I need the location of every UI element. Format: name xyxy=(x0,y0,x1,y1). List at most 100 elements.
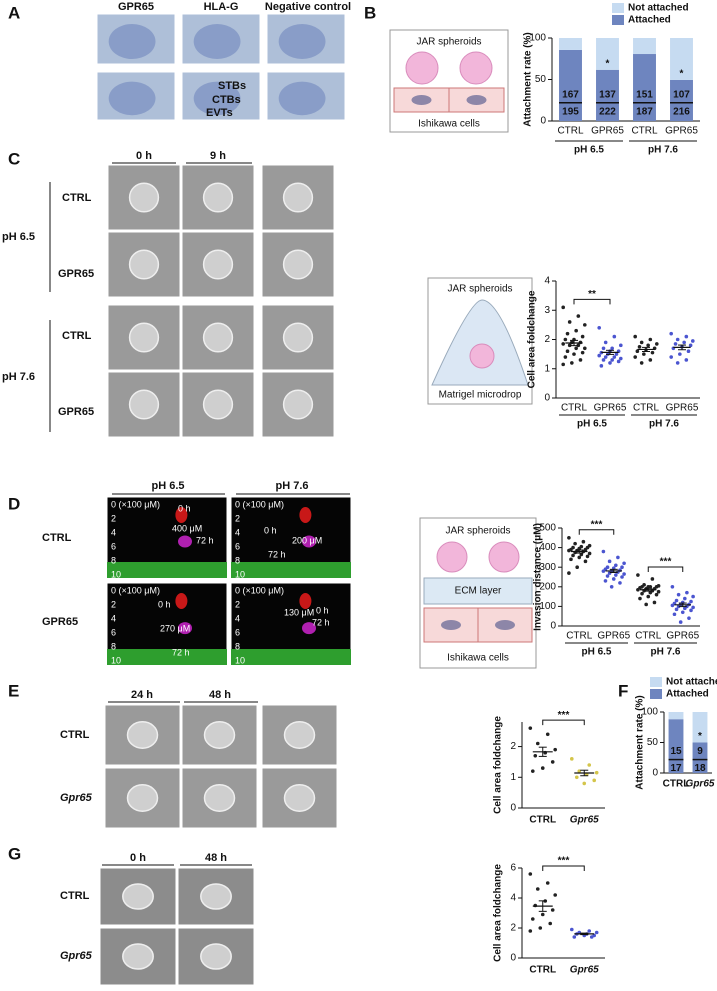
dot xyxy=(535,741,540,746)
y-axis-label: Attachment rate (%) xyxy=(523,32,534,126)
dot xyxy=(561,362,565,367)
significance-bracket xyxy=(573,298,611,305)
label: 8 xyxy=(235,641,240,651)
dot xyxy=(572,935,577,939)
dot xyxy=(533,753,538,758)
dot xyxy=(601,346,606,351)
spheroid xyxy=(202,389,234,420)
dot xyxy=(638,596,642,601)
dot xyxy=(646,343,650,348)
significance-bracket xyxy=(542,865,585,871)
dot xyxy=(648,337,653,342)
spheroid xyxy=(126,721,159,749)
dot xyxy=(622,572,626,576)
dot xyxy=(636,587,640,592)
spheroid xyxy=(202,322,234,353)
label: F xyxy=(618,681,628,700)
label: STBs xyxy=(218,80,246,92)
dot xyxy=(581,539,586,544)
dot xyxy=(572,352,576,356)
tissue xyxy=(278,81,326,116)
dot xyxy=(582,781,587,786)
dot xyxy=(605,574,610,578)
dot xyxy=(567,571,571,575)
significance: *** xyxy=(591,519,603,530)
x-tick-label: Gpr65 xyxy=(570,815,599,826)
count-label: 167 xyxy=(562,89,579,100)
dot xyxy=(538,926,543,930)
dot xyxy=(545,732,550,737)
label: 0 h xyxy=(178,503,191,513)
dot xyxy=(655,342,659,346)
y-tick-label: 1 xyxy=(544,363,550,374)
tissue xyxy=(108,81,156,116)
dot xyxy=(573,541,577,546)
label: GPR65 xyxy=(58,406,94,418)
significance: * xyxy=(606,58,610,69)
dot xyxy=(635,349,640,354)
label: 0 h xyxy=(158,599,171,609)
dot xyxy=(530,917,535,921)
count-label: 137 xyxy=(599,89,616,100)
dot xyxy=(680,610,685,615)
label: 0 (×100 μM) xyxy=(111,585,160,595)
label: JAR spheroids xyxy=(416,37,481,48)
spheroid-magenta xyxy=(178,622,192,635)
significance: *** xyxy=(558,856,570,867)
count-label: 18 xyxy=(694,763,706,774)
x-tick-label: CTRL xyxy=(529,965,556,976)
spheroid xyxy=(200,883,232,910)
label: 4 xyxy=(235,527,240,537)
label: 10 xyxy=(111,655,121,665)
x-tick-label: CTRL xyxy=(631,126,658,137)
significance: ** xyxy=(588,289,596,300)
dot xyxy=(603,340,608,345)
label: HLA-G xyxy=(204,1,239,13)
bar-segment xyxy=(670,79,693,121)
y-tick-label: 0 xyxy=(550,621,556,632)
dot xyxy=(567,548,571,553)
dot xyxy=(612,334,617,339)
y-tick-label: 50 xyxy=(647,737,659,748)
label: Gpr65 xyxy=(60,950,93,962)
dot xyxy=(689,608,693,613)
y-tick-label: 1 xyxy=(510,772,516,783)
label: GPR65 xyxy=(42,616,78,628)
spheroid xyxy=(122,943,154,970)
spheroid-magenta xyxy=(178,535,192,548)
spheroid xyxy=(469,343,495,369)
dot xyxy=(650,350,655,355)
dot xyxy=(640,591,644,596)
label: 24 h xyxy=(131,689,153,701)
nucleus xyxy=(466,95,487,105)
dot xyxy=(578,358,583,362)
bar-segment xyxy=(559,38,582,50)
label: 130 μM xyxy=(284,607,314,617)
count-label: 195 xyxy=(562,106,579,117)
spheroid-red xyxy=(299,593,312,609)
dot xyxy=(654,592,659,597)
nucleus xyxy=(441,620,461,630)
dot xyxy=(675,337,680,342)
cell-layer xyxy=(231,562,351,578)
dot xyxy=(603,355,608,359)
dot xyxy=(620,565,624,569)
dot xyxy=(601,569,606,573)
dot xyxy=(603,579,608,583)
dot xyxy=(614,352,619,356)
dot xyxy=(580,334,585,339)
x-tick-label: GPR65 xyxy=(591,126,624,137)
dot xyxy=(683,596,687,601)
y-tick-label: 0 xyxy=(652,768,658,779)
label: 10 xyxy=(235,655,245,665)
spheroid xyxy=(122,883,154,910)
dot xyxy=(686,349,691,354)
y-tick-label: 6 xyxy=(510,863,516,874)
label: GPR65 xyxy=(58,268,94,280)
dot xyxy=(553,893,557,897)
dot xyxy=(639,340,644,345)
spheroid xyxy=(282,182,314,213)
label: 10 xyxy=(111,569,121,579)
label: B xyxy=(364,3,376,22)
legend-label: Attached xyxy=(628,15,671,26)
